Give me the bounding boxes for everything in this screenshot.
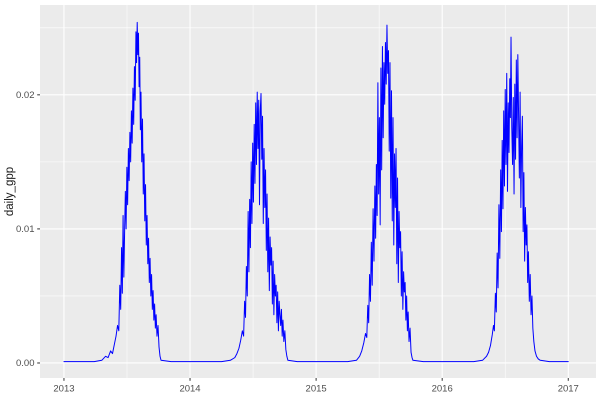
y-tick-label: 0.02 <box>16 90 35 101</box>
y-tick-label: 0.00 <box>16 358 35 369</box>
data-line <box>63 21 569 363</box>
x-tick-label: 2017 <box>558 384 579 395</box>
x-tick-label: 2014 <box>179 384 200 395</box>
y-tick-label: 0.01 <box>16 224 35 235</box>
x-tick-label: 2016 <box>432 384 453 395</box>
plot-panel <box>40 5 596 378</box>
x-tick-label: 2015 <box>306 384 327 395</box>
x-tick-label: 2013 <box>53 384 74 395</box>
y-axis-title: daily_gpp <box>4 167 16 216</box>
